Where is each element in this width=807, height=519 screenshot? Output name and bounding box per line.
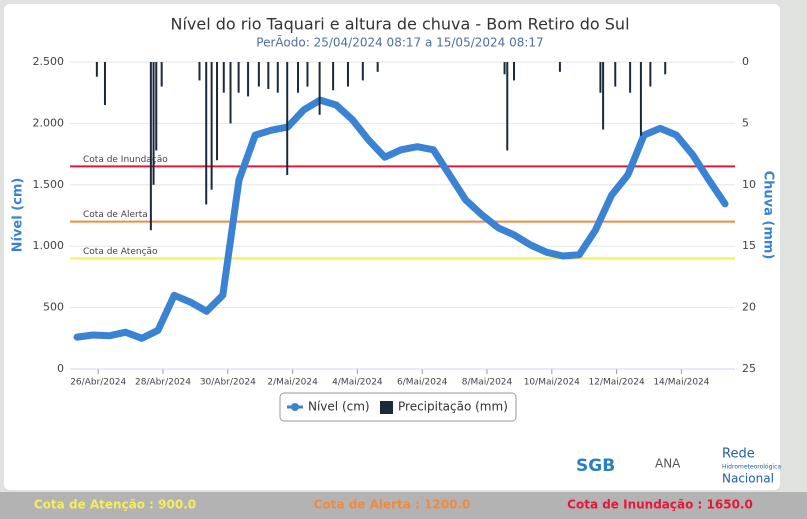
y-tick-label: 2.500 — [33, 55, 65, 68]
x-tick-label: 8/Mai/2024 — [462, 378, 513, 388]
footer-alert: Cota de Alerta : 1200.0 — [314, 498, 471, 512]
precip-bar — [149, 62, 152, 231]
precip-bar — [346, 62, 349, 87]
footer-flood: Cota de Inundação : 1650.0 — [567, 498, 753, 512]
y2-tick-label: 15 — [742, 239, 756, 252]
precip-bar — [210, 62, 213, 190]
precip-bar — [205, 62, 208, 205]
precip-bar — [639, 62, 642, 136]
precip-bar — [216, 62, 219, 161]
precip-bar — [160, 62, 163, 87]
x-tick-label: 2/Mai/2024 — [267, 378, 318, 388]
x-tick-label: 30/Abr/2024 — [200, 378, 256, 388]
x-tick-label: 14/Mai/2024 — [653, 378, 709, 388]
legend-dot — [291, 403, 299, 411]
precip-bar — [599, 62, 602, 93]
logo-rede-name: Nacional — [722, 472, 774, 486]
precip-bar — [558, 62, 561, 72]
y-tick-label: 500 — [43, 301, 64, 314]
x-tick-label: 4/Mai/2024 — [332, 378, 383, 388]
x-tick-label: 28/Abr/2024 — [135, 378, 191, 388]
y2-tick-label: 5 — [742, 116, 749, 129]
x-tick-label: 6/Mai/2024 — [397, 378, 448, 388]
precip-bar — [506, 62, 509, 151]
logos: SGB ANA Rede Hidrometeorológica Nacional — [576, 447, 781, 486]
precip-bar — [361, 62, 364, 81]
precip-bar — [95, 62, 98, 77]
precip-bar — [152, 62, 155, 185]
precip-bar — [286, 62, 289, 175]
y-tick-label: 0 — [57, 362, 64, 375]
precip-bar — [513, 62, 516, 81]
legend-label: Nível (cm) — [308, 400, 370, 414]
x-tick-label: 26/Abr/2024 — [70, 378, 126, 388]
precip-bar — [614, 62, 617, 87]
precip-bar — [649, 62, 652, 87]
precip-bar — [229, 62, 232, 124]
y-tick-label: 1.000 — [33, 239, 65, 252]
precip-bar — [257, 62, 260, 87]
precip-bar — [276, 62, 279, 93]
precip-bar — [306, 62, 309, 87]
logo-rede: Rede — [722, 447, 755, 462]
precip-bar — [222, 62, 225, 93]
y2-axis-label: Chuva (mm) — [761, 171, 776, 260]
x-tick-label: 10/Mai/2024 — [524, 378, 580, 388]
y2-tick-label: 25 — [742, 362, 756, 375]
precip-bar — [318, 62, 321, 115]
x-tick-label: 12/Mai/2024 — [589, 378, 645, 388]
y2-tick-label: 20 — [742, 301, 756, 314]
y-axis-label: Nível (cm) — [11, 178, 26, 253]
precip-bar — [155, 62, 158, 151]
precip-bar — [237, 62, 240, 93]
footer-bar — [0, 492, 807, 519]
threshold-label: Cota de Alerta — [83, 210, 148, 220]
y-tick-label: 2.000 — [33, 116, 65, 129]
precip-bar — [664, 62, 667, 75]
precip-bar — [332, 62, 335, 91]
precip-bar — [198, 62, 201, 81]
precip-bar — [103, 62, 106, 105]
logo-ana: ANA — [655, 457, 681, 471]
legend-swatch — [380, 401, 393, 414]
y-tick-label: 1.500 — [33, 178, 65, 191]
precip-bar — [503, 62, 506, 75]
legend-label: Precipitação (mm) — [398, 400, 508, 414]
precip-bar — [267, 62, 270, 90]
precip-bar — [376, 62, 379, 72]
y2-tick-label: 0 — [742, 55, 749, 68]
legend-box — [279, 392, 517, 422]
chart-subtitle: PerÃodo: 25/04/2024 08:17 a 15/05/2024 0… — [256, 35, 543, 50]
precip-bar — [629, 62, 632, 93]
threshold-label: Cota de Inundação — [83, 155, 168, 165]
level-line — [73, 96, 729, 342]
y2-tick-label: 10 — [742, 178, 756, 191]
precip-bar — [602, 62, 605, 130]
precip-bar — [297, 62, 300, 93]
threshold-label: Cota de Atenção — [83, 247, 158, 257]
precip-bar — [247, 62, 250, 97]
logo-sgb: SGB — [576, 456, 615, 476]
logo-rede-sub: Hidrometeorológica — [722, 464, 781, 471]
chart-title: Nível do rio Taquari e altura de chuva -… — [170, 15, 629, 34]
footer-attention: Cota de Atenção : 900.0 — [34, 498, 196, 512]
